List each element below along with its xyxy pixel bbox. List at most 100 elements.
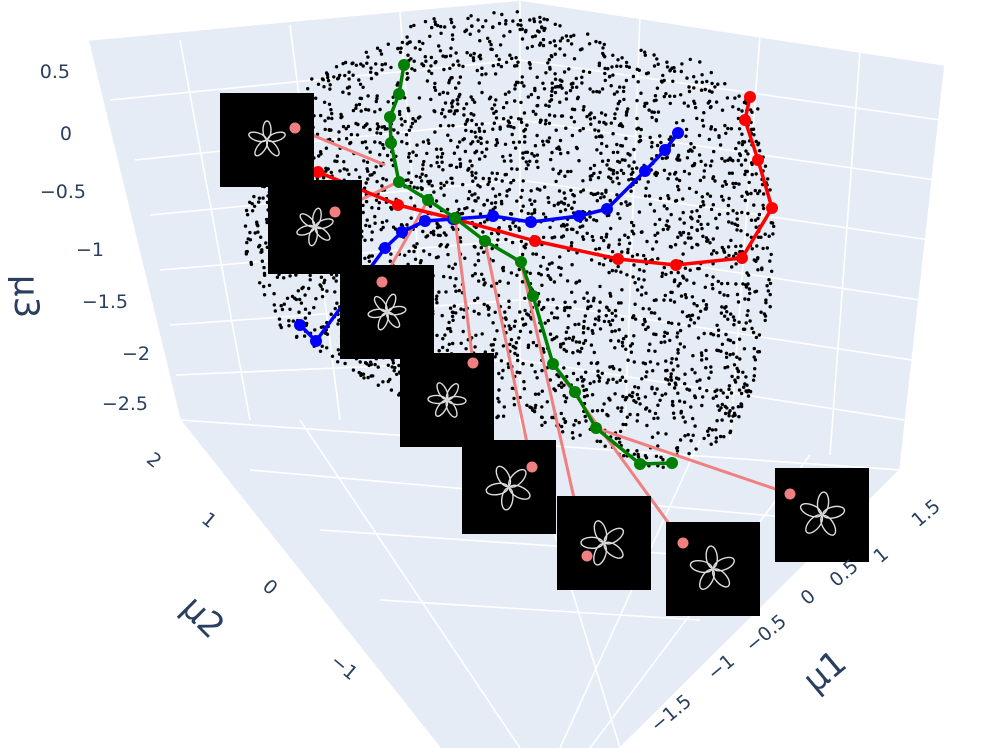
cloud-point (638, 402, 642, 406)
cloud-point (553, 72, 557, 76)
cloud-point (596, 176, 601, 180)
cloud-point (607, 308, 611, 312)
connector-endpoint (784, 488, 796, 500)
cloud-point (518, 371, 522, 375)
cloud-point (507, 324, 511, 328)
cloud-point (442, 274, 446, 279)
cloud-point (375, 96, 379, 101)
cloud-point (560, 86, 564, 90)
cloud-point (706, 429, 710, 433)
cloud-point (440, 313, 444, 318)
cloud-point (335, 154, 340, 158)
cloud-point (369, 66, 373, 70)
cloud-point (599, 151, 603, 155)
cloud-point (377, 206, 381, 211)
cloud-point (731, 352, 735, 356)
cloud-point (330, 116, 334, 121)
cloud-point (653, 411, 658, 416)
cloud-point (389, 388, 394, 392)
grid-line (87, 0, 521, 41)
cloud-point (698, 309, 703, 313)
flower-thumbnail (220, 93, 314, 187)
cloud-point (533, 88, 537, 93)
cloud-point (335, 159, 339, 164)
cloud-point (542, 87, 547, 91)
cloud-point (502, 405, 506, 409)
cloud-point (754, 172, 758, 176)
cloud-point (539, 264, 543, 268)
cloud-point (282, 276, 286, 280)
cloud-point (403, 119, 407, 124)
cloud-point (558, 169, 563, 173)
cloud-point (483, 350, 487, 354)
cloud-point (316, 82, 321, 87)
cloud-point (494, 98, 498, 102)
cloud-point (687, 232, 691, 236)
cloud-point (551, 167, 555, 171)
cloud-point (717, 408, 721, 412)
cloud-point (515, 273, 519, 277)
cloud-point (656, 416, 660, 420)
cloud-point (726, 158, 730, 162)
cloud-point (624, 113, 629, 117)
cloud-point (447, 320, 451, 325)
cloud-point (752, 374, 756, 378)
green-trajectory-point (384, 111, 396, 123)
cloud-point (644, 186, 648, 190)
cloud-point (422, 159, 426, 164)
cloud-point (358, 360, 362, 364)
cloud-point (491, 127, 495, 131)
cloud-point (469, 95, 473, 99)
thumbnail-frame (220, 93, 314, 187)
cloud-point (569, 42, 574, 46)
cloud-point (566, 314, 571, 318)
cloud-point (682, 276, 686, 280)
cloud-point (509, 124, 513, 129)
cloud-point (589, 304, 593, 308)
cloud-point (333, 306, 337, 311)
cloud-point (609, 84, 613, 88)
cloud-point (588, 166, 593, 171)
cloud-point (745, 233, 750, 237)
cloud-point (448, 54, 453, 58)
cloud-point (416, 116, 421, 120)
cloud-point (563, 420, 567, 425)
cloud-point (594, 135, 598, 139)
cloud-point (558, 78, 562, 82)
cloud-point (734, 282, 738, 286)
cloud-point (349, 132, 354, 137)
green-trajectory-point (398, 59, 410, 71)
cloud-point (668, 298, 673, 302)
cloud-point (414, 153, 418, 158)
cloud-point (600, 408, 605, 413)
cloud-point (482, 250, 486, 254)
cloud-point (495, 329, 499, 333)
cloud-point (724, 182, 728, 186)
cloud-point (680, 62, 684, 66)
cloud-point (355, 133, 360, 137)
cloud-point (757, 212, 762, 217)
cloud-point (564, 337, 568, 341)
cloud-point (682, 169, 687, 174)
cloud-point (427, 252, 432, 257)
cloud-point (615, 107, 619, 111)
cloud-point (639, 293, 644, 297)
cloud-point (601, 51, 605, 56)
cloud-point (578, 433, 582, 437)
cloud-point (721, 198, 725, 202)
cloud-point (639, 127, 643, 132)
cloud-point (519, 117, 523, 122)
cloud-point (709, 365, 713, 369)
cloud-point (408, 40, 412, 44)
cloud-point (572, 107, 577, 112)
cloud-point (566, 151, 570, 155)
cloud-point (388, 259, 392, 263)
cloud-point (656, 110, 661, 114)
petal-stroke (799, 502, 823, 518)
thumbnail-frame (775, 468, 869, 562)
petal-stroke (248, 131, 267, 143)
cloud-point (406, 76, 410, 80)
cloud-point (760, 267, 764, 272)
cloud-point (507, 305, 511, 310)
